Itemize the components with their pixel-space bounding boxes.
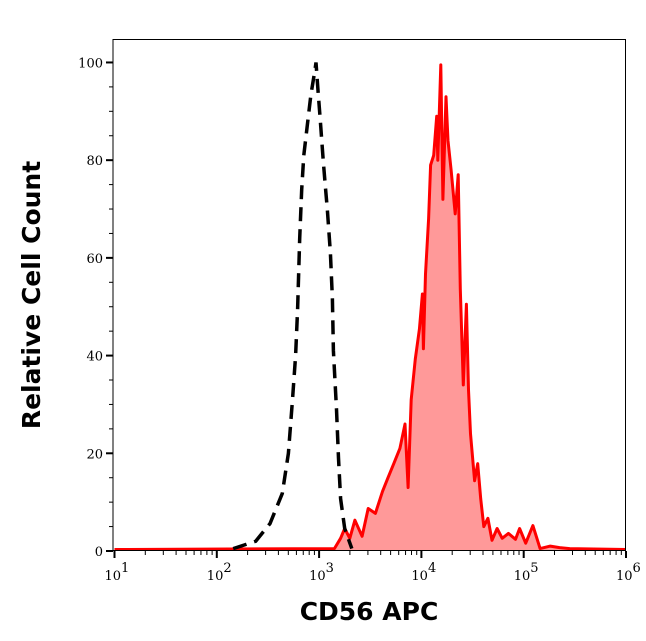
x-tick-label: 105	[514, 561, 539, 584]
y-tick-label: 0	[95, 545, 103, 560]
x-tick-label: 106	[616, 561, 641, 584]
plot-frame	[112, 39, 626, 551]
series-0-line	[232, 62, 354, 551]
series-layer	[114, 62, 627, 552]
x-tick-label: 103	[309, 561, 334, 584]
x-axis-title: CD56 APC	[300, 597, 439, 626]
y-axis-title: Relative Cell Count	[17, 161, 46, 429]
y-tick-label: 80	[86, 154, 103, 169]
y-tick-label: 100	[78, 56, 103, 71]
axis-layer: 0 20 40 60 80 100 101 102 103 104 105 106	[78, 56, 641, 584]
y-tick-label: 60	[86, 252, 103, 267]
x-tick-label: 101	[105, 561, 130, 584]
x-tick-label: 104	[411, 561, 436, 584]
series-1-fill	[114, 64, 626, 552]
x-tick-label: 102	[207, 561, 232, 584]
y-tick-label: 20	[86, 447, 103, 462]
y-tick-label: 40	[86, 350, 103, 365]
series-1-line	[114, 63, 627, 551]
